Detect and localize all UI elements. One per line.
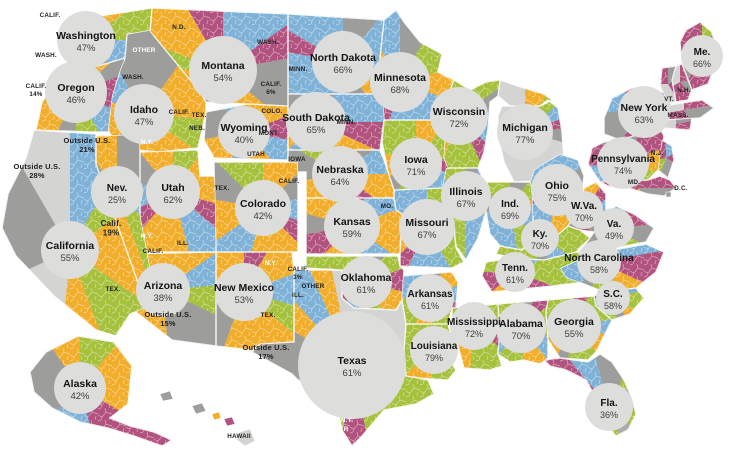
state-circle-az xyxy=(136,263,190,317)
state-border xyxy=(658,140,674,178)
state-circle-ca xyxy=(41,221,99,279)
state-circle-pa xyxy=(597,137,649,189)
state-circle-mo xyxy=(399,199,455,255)
state-circle-co xyxy=(235,180,291,236)
state-border xyxy=(560,244,664,292)
state-vt xyxy=(660,66,676,104)
state-circle-wv xyxy=(565,191,603,229)
state-border xyxy=(544,354,636,436)
sector-m xyxy=(80,388,172,446)
sector-y xyxy=(623,163,664,182)
sector-g xyxy=(544,407,636,436)
state-border xyxy=(124,252,216,346)
state-circle-ny xyxy=(618,86,670,138)
state-circle-sd xyxy=(286,92,346,152)
state-circle-wy xyxy=(218,106,270,158)
state-circle-ok xyxy=(340,256,392,308)
state-circle-va xyxy=(594,208,634,248)
state-circle-nv xyxy=(91,166,143,218)
sector-d xyxy=(640,188,676,196)
state-circle-or xyxy=(45,61,107,123)
state-circle-fl xyxy=(585,383,633,431)
state-border xyxy=(400,272,458,324)
decor-layer xyxy=(159,191,672,447)
state-circle-sc xyxy=(596,281,630,315)
sector-g xyxy=(623,163,664,182)
state-circle-al xyxy=(496,303,546,353)
state-circle-ut xyxy=(146,165,200,219)
state-circle-in xyxy=(489,187,531,229)
state-circle-la xyxy=(410,326,458,374)
state-circle-ms xyxy=(450,302,498,350)
hawaii-island xyxy=(236,428,256,447)
state-circle-nc xyxy=(577,240,621,284)
state-circle-id xyxy=(114,84,174,144)
state-circle-mi xyxy=(497,104,553,160)
sector-d xyxy=(613,298,644,320)
sector-d xyxy=(400,10,454,82)
state-circle-mt xyxy=(189,36,257,104)
state-border xyxy=(30,336,172,446)
state-border xyxy=(380,10,454,120)
state-circle-ar xyxy=(406,274,454,322)
state-circle-ak xyxy=(54,362,106,414)
state-circle-wa xyxy=(57,11,115,69)
state-circle-ks xyxy=(324,198,380,254)
hawaii-island xyxy=(191,402,207,415)
state-circle-me xyxy=(681,35,723,77)
state-circle-wi xyxy=(430,87,488,145)
sector-y xyxy=(613,298,644,320)
state-circle-ga xyxy=(547,299,601,353)
dc-marker xyxy=(665,191,672,198)
state-circle-ia xyxy=(390,138,442,190)
hawaii-island xyxy=(223,416,236,427)
hawaii-island xyxy=(159,390,174,402)
state-circle-nm xyxy=(215,263,273,321)
hawaii-island xyxy=(211,411,222,421)
state-nj xyxy=(658,140,674,178)
map-annotation: CALIF. xyxy=(40,12,61,19)
state-circle-nd xyxy=(312,31,374,93)
state-circle-tn xyxy=(495,252,535,292)
state-border xyxy=(680,22,718,90)
state-circle-tx xyxy=(298,311,406,419)
state-circle-ky xyxy=(521,219,559,257)
map-annotation: D.C. xyxy=(674,185,687,192)
map-annotation: WASH. xyxy=(35,52,57,59)
state-circle-mn xyxy=(370,52,430,112)
state-border xyxy=(442,168,486,260)
state-circle-ne xyxy=(312,146,368,202)
map-annotation: CALIF. 14% xyxy=(26,83,47,98)
state-circle-il xyxy=(441,171,491,221)
sector-f xyxy=(544,407,609,436)
